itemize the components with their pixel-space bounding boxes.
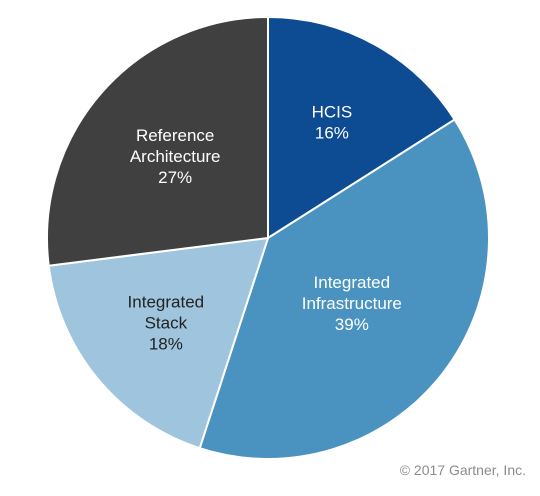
slice-label: Integrated Stack 18% bbox=[128, 293, 205, 354]
pie-slice bbox=[267, 15, 456, 240]
slice-label: Reference Architecture 27% bbox=[130, 126, 221, 187]
slice-label: Integrated Infrastructure 39% bbox=[302, 273, 402, 334]
copyright-notice: © 2017 Gartner, Inc. bbox=[399, 462, 526, 478]
slice-label: HCIS 16% bbox=[312, 102, 353, 142]
pie-slice bbox=[198, 118, 490, 460]
pie-slice bbox=[46, 15, 269, 267]
pie-slice bbox=[47, 236, 270, 450]
